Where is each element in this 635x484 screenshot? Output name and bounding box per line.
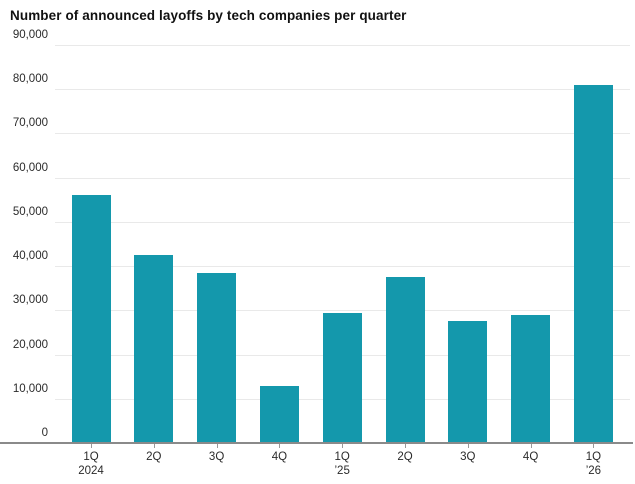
- bar-2q-5: [385, 277, 425, 442]
- x-axis-tick: [279, 444, 281, 448]
- gridline: [55, 45, 630, 46]
- bar-1q-26: [573, 84, 613, 442]
- bar-4q-3: [259, 385, 299, 442]
- x-axis-tick-label-quarter: 3Q: [208, 451, 225, 463]
- x-axis-tick: [342, 444, 344, 448]
- x-axis-tick-label-quarter: 4Q: [271, 451, 288, 463]
- x-axis-tick-label-quarter: 1Q: [334, 451, 350, 463]
- y-axis-tick-label: 30,000: [12, 294, 48, 307]
- y-axis-tick-label: 70,000: [12, 117, 48, 130]
- x-axis-tick-label-quarter: 3Q: [460, 451, 476, 463]
- x-axis-tick-label-year: 2024: [78, 465, 104, 477]
- x-axis-tick-label-quarter: 2Q: [397, 451, 413, 463]
- y-axis-tick-label: 90,000: [12, 29, 48, 41]
- x-axis-tick: [91, 444, 92, 448]
- y-axis-tick-label: 0: [41, 427, 48, 439]
- x-axis-tick: [530, 444, 532, 448]
- x-axis-tick: [405, 444, 406, 448]
- bar-1q-2024: [71, 195, 111, 442]
- x-axis-tick-label-year: ’26: [585, 465, 602, 477]
- x-axis-tick: [153, 444, 155, 448]
- x-axis-tick: [216, 444, 218, 448]
- gridline: [55, 133, 630, 135]
- bar-4q-7: [511, 314, 551, 442]
- x-axis-tick: [467, 444, 469, 448]
- x-axis-tick-label-quarter: 1Q: [585, 451, 602, 463]
- bar-1q-25: [322, 312, 362, 442]
- y-axis-tick-label: 10,000: [12, 382, 48, 395]
- gridline: [55, 266, 630, 268]
- gridline: [55, 177, 630, 179]
- x-axis-tick-label-quarter: 4Q: [522, 451, 539, 463]
- bar-3q-2: [197, 272, 237, 442]
- y-axis-tick-label: 50,000: [12, 205, 48, 218]
- y-axis-tick-label: 20,000: [12, 338, 48, 351]
- y-axis-tick-label: 60,000: [12, 161, 48, 174]
- gridline: [55, 89, 630, 91]
- x-axis-tick-label-quarter: 1Q: [83, 451, 99, 463]
- gridline: [55, 310, 630, 312]
- bar-2q-1: [134, 255, 174, 442]
- x-axis-tick-label-quarter: 2Q: [146, 451, 162, 463]
- x-axis-tick: [593, 444, 595, 448]
- chart-title: Number of announced layoffs by tech comp…: [10, 8, 407, 23]
- gridline: [55, 221, 630, 223]
- bar-3q-6: [448, 321, 488, 442]
- x-axis-tick-label-year: ’25: [334, 465, 350, 477]
- x-axis-baseline: [0, 442, 633, 444]
- y-axis-tick-label: 40,000: [12, 250, 48, 263]
- y-axis-tick-label: 80,000: [12, 73, 48, 86]
